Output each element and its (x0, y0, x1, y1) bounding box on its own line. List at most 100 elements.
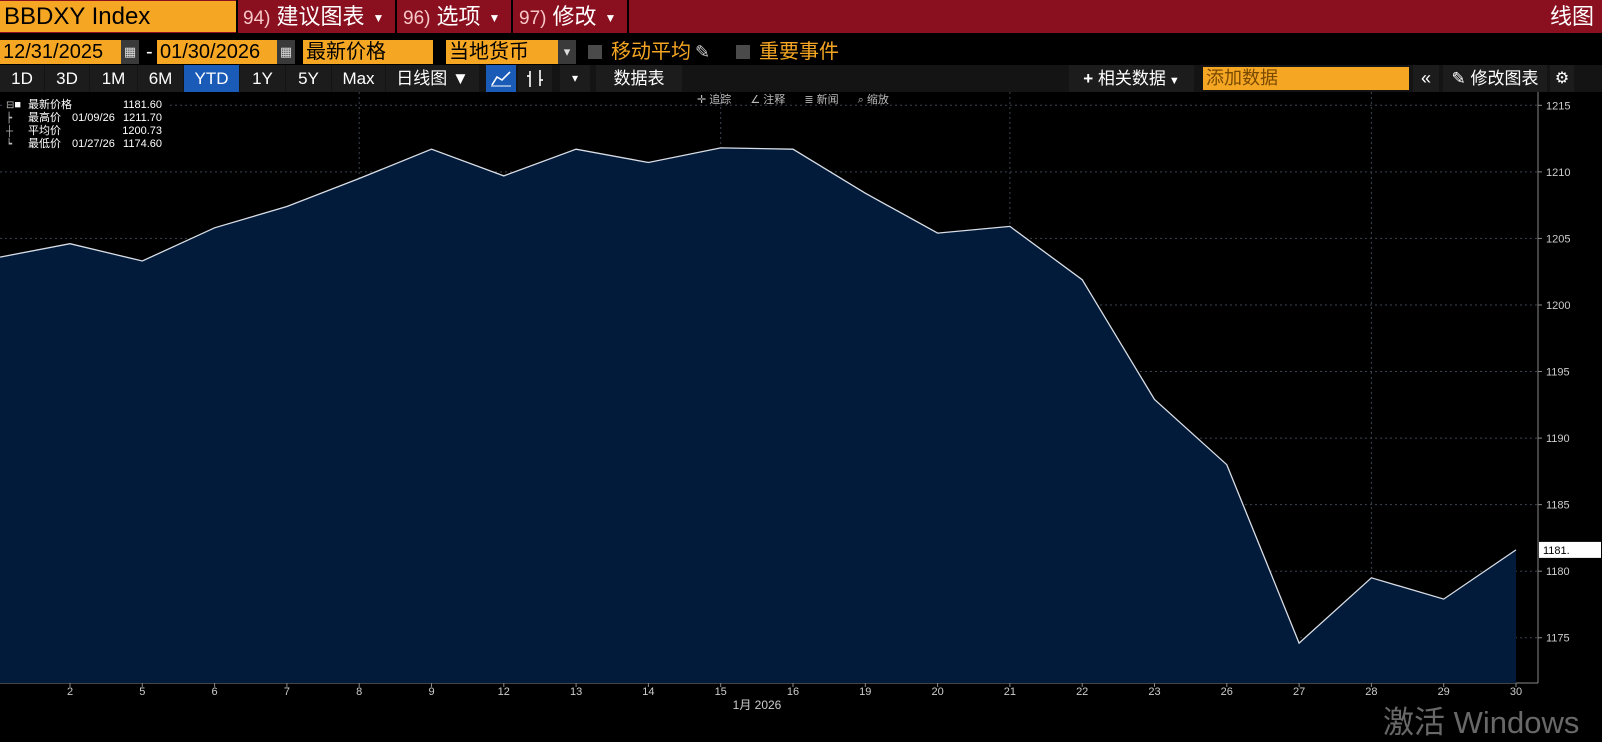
y-tick-label: 1180 (1546, 566, 1570, 578)
x-tick-label: 23 (1148, 686, 1160, 698)
period-1y-button[interactable]: 1Y (240, 65, 285, 92)
legend-value: 1200.73 (122, 125, 162, 137)
y-tick-label: 1185 (1546, 500, 1570, 512)
high-marker-icon: ┝ (6, 113, 13, 124)
edit-chart-button[interactable]: ✎ 修改图表 (1443, 65, 1547, 92)
annotate-tool[interactable]: ∠ 注释 (750, 94, 786, 106)
dropdown-arrow-icon[interactable]: ▾ (558, 40, 576, 64)
menu-label: 建议图表 (276, 4, 365, 29)
menu-label: 选项 (436, 4, 481, 29)
x-tick-label: 28 (1365, 686, 1377, 698)
legend-label: 最新价格 (28, 99, 72, 111)
x-tick-label: 21 (1004, 686, 1016, 698)
last-price-tag (1539, 541, 1601, 558)
add-data-input[interactable]: 添加数据 (1203, 67, 1409, 90)
x-tick-label: 6 (212, 686, 218, 698)
menu-number: 94) (243, 8, 271, 29)
end-date-input[interactable]: 01/30/2026 (157, 40, 277, 64)
moving-average-label[interactable]: 移动平均 (611, 41, 691, 63)
low-marker-icon: ┕ (6, 139, 13, 150)
menu-separator (236, 0, 238, 33)
y-tick-label: 1200 (1546, 300, 1570, 312)
y-tick-label: 1215 (1546, 100, 1570, 112)
x-tick-label: 16 (787, 686, 799, 698)
legend-row: ┕ 最低价 01/27/26 1174.60 (4, 138, 168, 151)
x-group-label: 1月 2026 (733, 698, 782, 712)
legend-date: 01/09/26 (72, 112, 115, 124)
gear-icon[interactable]: ⚙ (1550, 65, 1574, 92)
price-chart[interactable]: 2 5 6 7 8 9 12 13 14 15 16 19 20 21 22 23 26 27 28 29 30 1月 2… (0, 92, 1602, 735)
x-tick-label: 12 (498, 686, 510, 698)
x-tick-label: 8 (356, 686, 362, 698)
x-tick-label: 30 (1510, 686, 1522, 698)
menu-separator (395, 0, 397, 33)
caret-down-icon: ▼ (488, 10, 501, 25)
ticker-field[interactable]: BBDXY Index (0, 1, 236, 32)
edit-menu[interactable]: 97) 修改 ▼ (519, 1, 616, 32)
date-separator: - (146, 41, 153, 63)
x-tick-label: 9 (428, 686, 434, 698)
collapse-icon[interactable]: « (1413, 65, 1439, 92)
legend-date: 01/27/26 (72, 138, 115, 150)
average-marker-icon: ┼ (6, 126, 14, 137)
period-6m-button[interactable]: 6M (138, 65, 183, 92)
pencil-icon: ✎ (1451, 69, 1471, 88)
pencil-icon[interactable]: ✎ (695, 42, 711, 62)
x-tick-label: 13 (570, 686, 582, 698)
crosshair-tool[interactable]: ✛ 追踪 (697, 94, 732, 106)
suggested-charts-menu[interactable]: 94) 建议图表 ▼ (243, 1, 384, 32)
calendar-icon[interactable]: ▦ (121, 40, 139, 64)
x-tick-label: 20 (931, 686, 943, 698)
related-data-button[interactable]: + 相关数据 ▼ (1069, 65, 1194, 92)
period-1d-button[interactable]: 1D (0, 65, 44, 92)
data-table-button[interactable]: 数据表 (596, 65, 682, 92)
zoom-tool[interactable]: ⌕ 缩放 (857, 94, 889, 106)
period-max-button[interactable]: Max (332, 65, 385, 92)
menu-label: 修改 (552, 4, 597, 29)
legend-label: 最低价 (28, 138, 61, 150)
y-tick-label: 1195 (1546, 367, 1570, 379)
price-area (0, 147, 1516, 683)
x-tick-label: 29 (1438, 686, 1450, 698)
y-tick-label: 1205 (1546, 233, 1570, 245)
bar-chart-icon[interactable] (518, 65, 552, 92)
chart-tools: ✛ 追踪 ∠ 注释 ≣ 新闻 ⌕ 缩放 (697, 92, 905, 108)
moving-average-checkbox[interactable] (588, 45, 602, 59)
caret-down-icon: ▼ (372, 10, 385, 25)
frequency-select[interactable]: 日线图 ▼ (386, 65, 479, 92)
x-tick-label: 22 (1076, 686, 1088, 698)
x-tick-label: 5 (139, 686, 145, 698)
activation-watermark: 激活 Windows (1383, 705, 1580, 740)
legend-value: 1174.60 (123, 138, 162, 150)
related-data-label: 相关数据 (1097, 69, 1166, 88)
options-menu[interactable]: 96) 选项 ▼ (403, 1, 500, 32)
line-chart-icon[interactable] (486, 65, 516, 92)
price-field-select[interactable]: 最新价格 (303, 40, 433, 64)
period-1m-button[interactable]: 1M (90, 65, 137, 92)
y-tick-label: 1190 (1546, 433, 1570, 445)
caret-down-icon: ▼ (604, 10, 617, 25)
chart-style-dropdown[interactable]: ▾ (560, 65, 590, 92)
calendar-icon[interactable]: ▦ (277, 40, 295, 64)
period-3d-button[interactable]: 3D (45, 65, 89, 92)
period-ytd-button[interactable]: YTD (184, 65, 239, 92)
start-date-input[interactable]: 12/31/2025 (0, 40, 121, 64)
news-tool[interactable]: ≣ 新闻 (804, 94, 839, 106)
events-checkbox[interactable] (736, 45, 750, 59)
y-tick-label: 1175 (1546, 633, 1570, 645)
x-tick-label: 2 (67, 686, 73, 698)
legend-row: ┼ 平均价 1200.73 (4, 125, 168, 138)
x-tick-label: 7 (284, 686, 290, 698)
menu-separator (627, 0, 629, 33)
legend-value: 1181.60 (123, 99, 162, 111)
x-tick-label: 26 (1221, 686, 1233, 698)
x-tick-label: 27 (1293, 686, 1305, 698)
plus-icon: + (1083, 69, 1098, 88)
chart-type-label: 线图 (1549, 4, 1594, 29)
x-tick-label: 14 (642, 686, 654, 698)
square-icon: ⊟■ (6, 99, 22, 111)
period-5y-button[interactable]: 5Y (286, 65, 331, 92)
legend-label: 平均价 (28, 125, 61, 137)
events-label[interactable]: 重要事件 (759, 41, 839, 63)
currency-select[interactable]: 当地货币 (446, 40, 558, 64)
